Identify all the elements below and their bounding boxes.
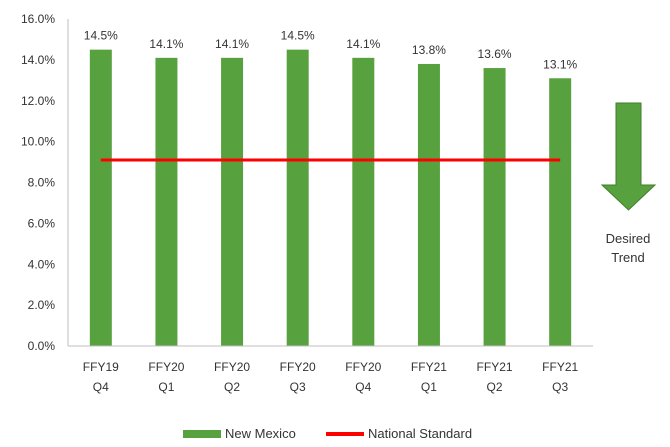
x-tick-label: Q4: [93, 380, 109, 394]
data-label: 14.5%: [281, 29, 315, 43]
data-label: 14.1%: [149, 37, 183, 51]
data-label: 14.5%: [84, 29, 118, 43]
down-arrow-icon: [600, 102, 657, 211]
annotation-text-line-1: Desired: [606, 231, 651, 246]
x-tick-label: FFY21: [411, 360, 447, 374]
x-tick-label: FFY21: [542, 360, 578, 374]
x-tick-label: FFY20: [345, 360, 381, 374]
y-tick-label: 16.0%: [21, 12, 55, 26]
x-axis: FFY19 Q4 FFY20 Q1 FFY20 Q2 FFY20 Q3 FFY20 Q4 FFY21…: [68, 345, 593, 394]
bar-new-mexico: [89, 49, 112, 346]
desired-trend-annotation: Desired Trend: [600, 102, 657, 265]
x-tick-label: Q1: [158, 380, 174, 394]
data-label: 14.1%: [215, 37, 249, 51]
annotation-text-line-2: Trend: [611, 250, 644, 265]
legend-swatch-new-mexico: [183, 430, 221, 438]
bar-new-mexico: [155, 57, 178, 347]
y-tick-label: 0.0%: [28, 339, 56, 353]
x-tick-label: Q2: [487, 380, 503, 394]
x-tick-label: FFY20: [280, 360, 316, 374]
bar-new-mexico: [352, 57, 375, 347]
bar-new-mexico: [221, 57, 244, 347]
x-tick-label: FFY20: [148, 360, 184, 374]
y-tick-label: 6.0%: [28, 216, 56, 230]
data-label: 14.1%: [346, 37, 380, 51]
x-tick-label: Q3: [552, 380, 568, 394]
y-tick-label: 12.0%: [21, 94, 55, 108]
bar-new-mexico: [483, 68, 506, 347]
y-tick-label: 4.0%: [28, 257, 56, 271]
x-tick-label: FFY21: [477, 360, 513, 374]
x-tick-label: Q2: [224, 380, 240, 394]
data-label: 13.8%: [412, 43, 446, 57]
legend: New Mexico National Standard: [183, 426, 472, 441]
data-label: 13.1%: [543, 57, 577, 71]
x-tick-label: Q1: [421, 380, 437, 394]
x-tick-label: FFY20: [214, 360, 250, 374]
y-tick-label: 2.0%: [28, 298, 56, 312]
bar-new-mexico: [417, 63, 440, 347]
x-tick-label: FFY19: [83, 360, 119, 374]
y-tick-label: 14.0%: [21, 53, 55, 67]
bar-new-mexico: [549, 78, 572, 347]
y-tick-label: 10.0%: [21, 135, 55, 149]
x-tick-label: Q3: [290, 380, 306, 394]
y-axis: 0.0% 2.0% 4.0% 6.0% 8.0% 10.0% 12.0% 14.0% 16.0%: [21, 12, 69, 353]
legend-label-national-standard: National Standard: [368, 426, 472, 441]
plot-area: 14.5% 14.1% 14.1% 14.5% 14.1% 13.8% 13.6% 13.1%: [84, 29, 578, 347]
y-tick-label: 8.0%: [28, 176, 56, 190]
x-tick-label: Q4: [355, 380, 371, 394]
legend-label-new-mexico: New Mexico: [225, 426, 296, 441]
data-label: 13.6%: [478, 47, 512, 61]
bar-new-mexico: [286, 49, 309, 346]
